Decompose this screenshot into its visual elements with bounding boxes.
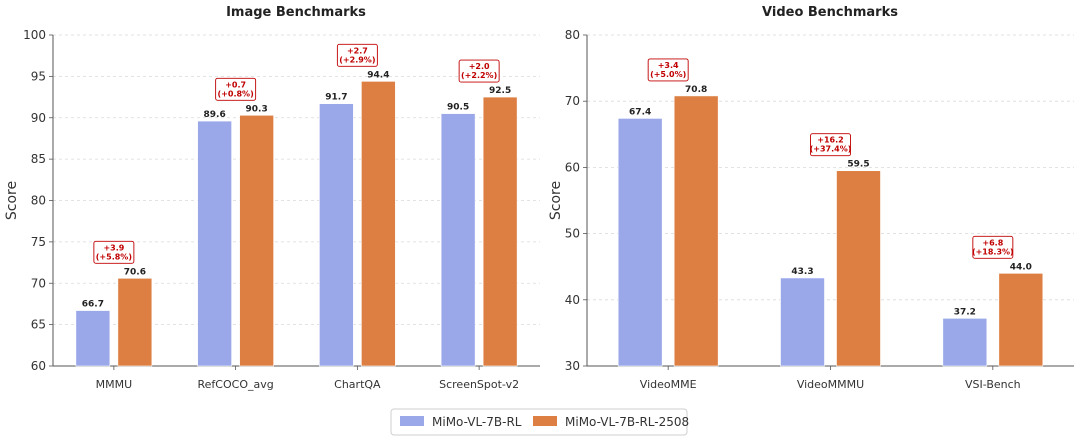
bar-rl	[780, 277, 825, 367]
bar-rl-2508	[239, 114, 274, 367]
bar-rl-2508	[117, 277, 153, 367]
x-tick-label: VideoMME	[640, 378, 697, 391]
y-axis-label: Score	[548, 181, 564, 220]
improvement-percent: (+0.8%)	[218, 89, 254, 98]
bar-value-label: 67.4	[629, 107, 651, 117]
improvement-delta: +16.2	[817, 136, 843, 145]
bar-rl-2508	[673, 95, 719, 367]
y-tick-label: 90	[31, 111, 46, 125]
bar-value-label: 94.4	[367, 70, 389, 80]
y-axis-label: Score	[4, 181, 20, 220]
bar-rl	[75, 310, 111, 367]
bar-value-label: 90.3	[246, 104, 268, 114]
bar-rl	[617, 118, 663, 367]
improvement-percent: (+2.9%)	[339, 55, 375, 64]
legend-swatch-rl	[400, 416, 424, 426]
improvement-box	[336, 43, 378, 67]
x-tick-label: VideoMMMU	[797, 378, 864, 391]
bar-rl-2508	[998, 273, 1044, 367]
improvement-percent: (+37.4%)	[810, 145, 852, 154]
y-tick-label: 85	[31, 152, 46, 166]
improvement-percent: (+5.0%)	[650, 70, 686, 79]
y-tick-label: 80	[565, 28, 580, 42]
improvement-percent: (+5.8%)	[96, 252, 132, 261]
bar-value-label: 37.2	[954, 307, 976, 317]
chart-title: Image Benchmarks	[226, 5, 366, 20]
y-tick-label: 50	[565, 227, 580, 241]
video-benchmarks-panel: Video Benchmarks 30 40 50 60 70 80 Score VideoMM…	[548, 5, 1074, 391]
bar-value-label: 92.5	[489, 86, 511, 96]
improvement-percent: (+2.2%)	[461, 71, 497, 80]
legend-swatch-rl-2508	[533, 416, 557, 426]
bar-value-label: 44.0	[1010, 262, 1032, 272]
improvement-delta: +2.0	[469, 62, 490, 71]
x-tick-label: ScreenSpot-v2	[439, 378, 519, 391]
x-tick-label: RefCOCO_avg	[198, 378, 274, 391]
bar-value-label: 89.6	[204, 110, 226, 120]
improvement-box	[215, 77, 257, 101]
y-tick-label: 100	[23, 28, 46, 42]
legend-label-rl: MiMo-VL-7B-RL	[432, 415, 522, 429]
y-tick-label: 60	[565, 160, 580, 174]
bar-value-label: 59.5	[847, 160, 869, 170]
bar-rl	[319, 103, 354, 367]
bar-rl	[440, 113, 476, 367]
improvement-delta: +6.8	[982, 238, 1003, 247]
x-tick-label: MMMU	[96, 378, 133, 391]
improvement-delta: +3.4	[658, 61, 679, 70]
bar-rl-2508	[361, 81, 396, 367]
y-tick-label: 70	[31, 276, 46, 290]
improvement-box	[810, 133, 851, 157]
bar-rl	[197, 120, 232, 367]
y-tick-label: 80	[31, 194, 46, 208]
y-tick-label: 40	[565, 293, 580, 307]
bar-value-label: 91.7	[325, 93, 347, 103]
bar-rl-2508	[836, 170, 881, 367]
bar-value-label: 43.3	[791, 267, 813, 277]
x-tick-label: ChartQA	[334, 378, 381, 391]
improvement-delta: +3.9	[103, 243, 124, 252]
bar-value-label: 70.6	[124, 267, 146, 277]
improvement-percent: (+18.3%)	[972, 247, 1014, 256]
improvement-box	[647, 58, 689, 82]
y-tick-label: 65	[31, 318, 46, 332]
chart-title: Video Benchmarks	[762, 5, 898, 20]
bar-value-label: 66.7	[82, 300, 104, 310]
bar-value-label: 70.8	[685, 85, 707, 95]
y-tick-label: 95	[31, 69, 46, 83]
improvement-box	[458, 59, 500, 83]
y-tick-label: 70	[565, 94, 580, 108]
y-tick-label: 30	[565, 359, 580, 373]
improvement-delta: +0.7	[225, 80, 246, 89]
bar-value-label: 90.5	[447, 103, 469, 113]
x-tick-label: VSI-Bench	[965, 378, 1021, 391]
image-benchmarks-panel: Image Benchmarks 60 65 70 75 80 85 90 95 100 Score…	[4, 5, 540, 391]
improvement-box	[93, 240, 135, 264]
legend-label-rl-2508: MiMo-VL-7B-RL-2508	[565, 415, 689, 429]
bar-rl-2508	[482, 96, 518, 367]
improvement-box	[972, 235, 1014, 259]
y-tick-label: 75	[31, 235, 46, 249]
legend: MiMo-VL-7B-RL MiMo-VL-7B-RL-2508	[390, 408, 689, 436]
y-tick-label: 60	[31, 359, 46, 373]
bar-rl	[942, 318, 988, 367]
improvement-delta: +2.7	[347, 46, 368, 55]
